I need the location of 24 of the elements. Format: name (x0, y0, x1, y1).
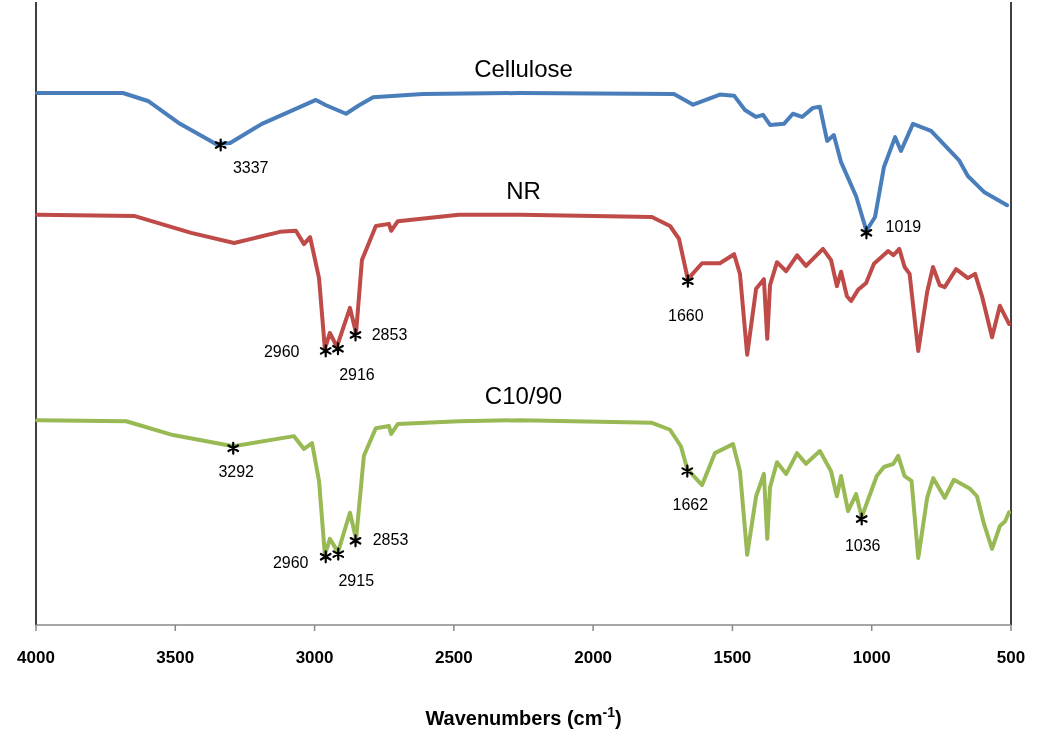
series-label: C10/90 (484, 382, 563, 410)
annotation: 1036 (844, 537, 881, 554)
annotation: 2916 (339, 365, 375, 383)
annotation: 2853 (371, 325, 408, 343)
series-label: NR (506, 176, 541, 204)
x-axis-title: Wavenumbers (cm$^{-1}$) (425, 704, 622, 729)
x-tick-label: 500 (996, 648, 1026, 667)
annotation: 3292 (218, 463, 255, 481)
x-tick-label: 1000 (852, 648, 891, 667)
x-tick-label: 1500 (713, 648, 752, 667)
annotation: 1662 (672, 496, 709, 514)
annotation: 3337 (232, 159, 269, 177)
series-label: Cellulose (474, 55, 573, 82)
x-tick-label: 3500 (156, 648, 195, 667)
annotation: 1660 (668, 307, 704, 325)
annotation: 2960 (263, 342, 300, 360)
x-tick-label: 2000 (574, 648, 613, 667)
annotation: 2960 (272, 553, 309, 571)
annotation: 2853 (372, 530, 409, 548)
annotation: 2915 (338, 572, 375, 590)
x-tick-label: 4000 (17, 648, 55, 667)
x-tick-label: 2500 (434, 648, 473, 667)
annotation: 1019 (885, 217, 922, 235)
x-tick-label: 3000 (295, 648, 334, 667)
